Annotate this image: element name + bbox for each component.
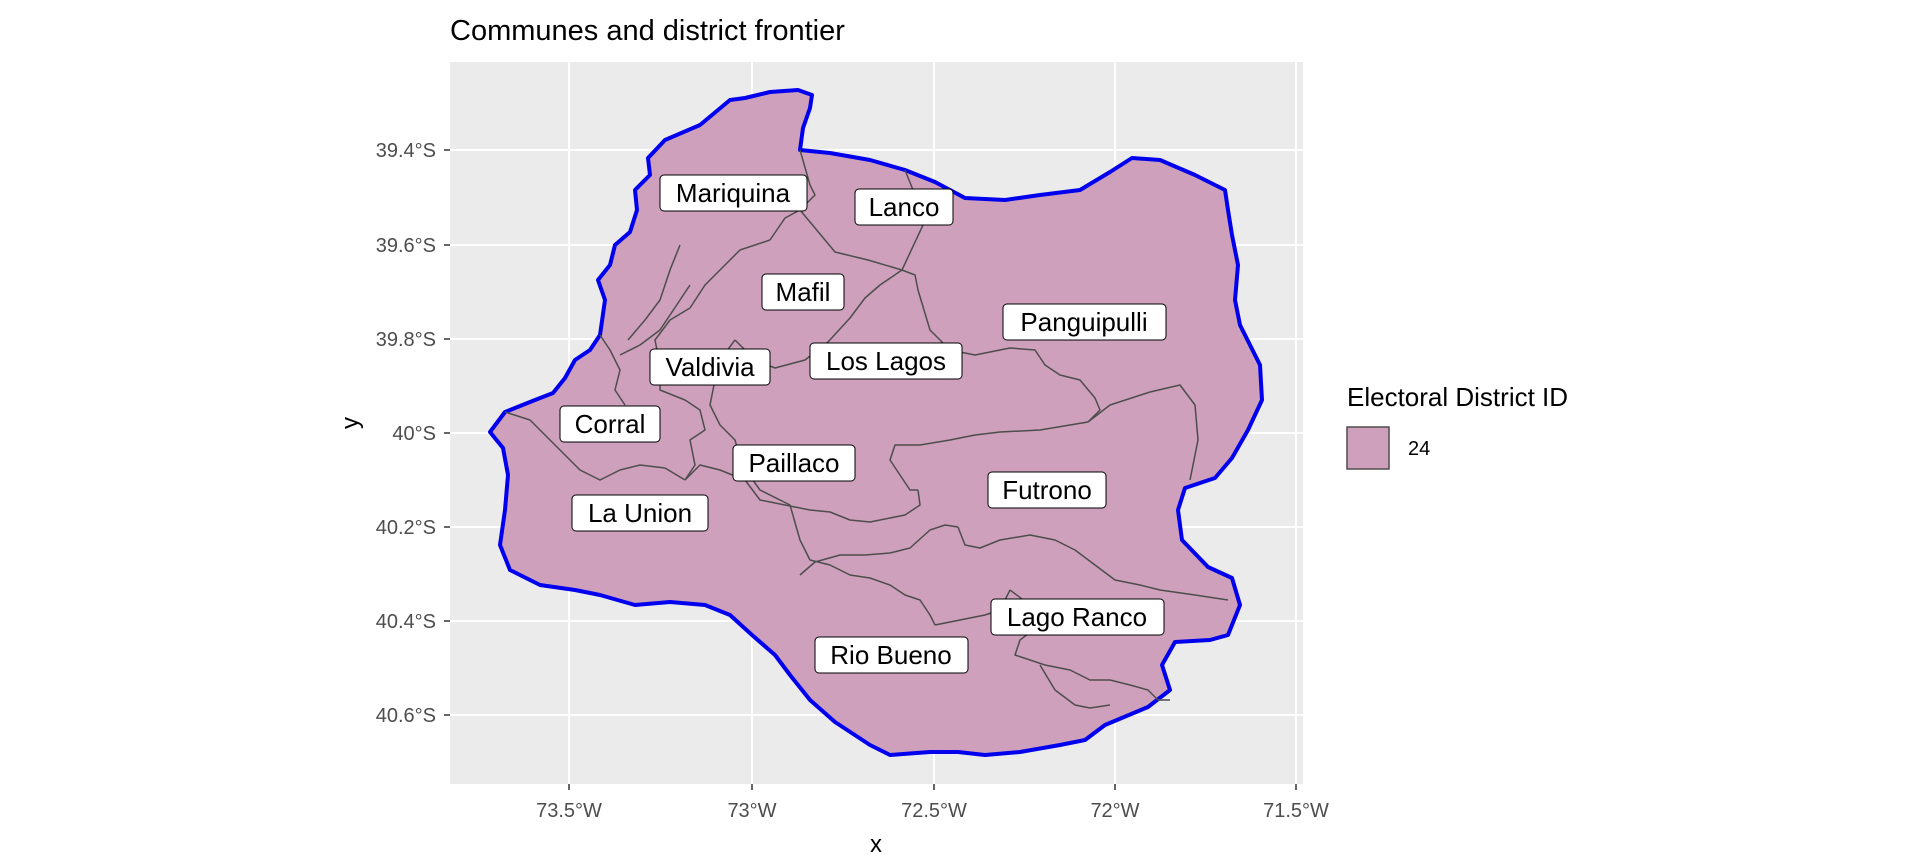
border-riobueno-north <box>799 524 959 576</box>
border-loslagos-futrono <box>889 421 1089 491</box>
label-text-panguipulli: Panguipulli <box>1020 307 1147 337</box>
y-tick-label: 40.2°S <box>376 517 436 539</box>
label-futrono: Futrono <box>987 471 1107 509</box>
border-corral <box>504 411 686 481</box>
legend-label-24: 24 <box>1408 438 1430 460</box>
label-text-mafil: Mafil <box>776 277 831 307</box>
x-tick-labels: 73.5°W 73°W 72.5°W 72°W 71.5°W <box>536 800 1329 822</box>
label-box-valdivia <box>649 348 771 386</box>
x-tick-label: 72°W <box>1090 800 1139 822</box>
border-riobueno-lake <box>1039 664 1111 709</box>
border-loslagos-panguipulli <box>901 269 1101 423</box>
label-box-mariquina <box>659 174 808 212</box>
label-text-mariquina: Mariquina <box>676 178 791 208</box>
border-futrono-lagoranco <box>957 526 1229 601</box>
border-valdivia-river1 <box>627 244 681 341</box>
y-tick-label: 39.4°S <box>376 140 436 162</box>
label-box-la-union <box>571 494 709 532</box>
label-text-rio-bueno: Rio Bueno <box>830 640 951 670</box>
border-launion-riobueno <box>741 464 936 626</box>
label-la-union: La Union <box>571 494 709 532</box>
label-box-lago-ranco <box>990 598 1165 636</box>
label-lanco: Lanco <box>854 188 954 226</box>
legend: Electoral District ID 24 <box>1346 382 1568 470</box>
border-lanco-south <box>799 209 903 271</box>
plot-title: Communes and district frontier <box>450 15 845 47</box>
plot-panel <box>450 62 1303 784</box>
label-mafil: Mafil <box>761 273 845 311</box>
label-panguipulli: Panguipulli <box>1002 303 1167 341</box>
y-tick-label: 40°S <box>392 423 436 445</box>
x-tick-label: 72.5°W <box>901 800 967 822</box>
border-loslagos-paillaco <box>709 339 921 523</box>
label-mariquina: Mariquina <box>659 174 808 212</box>
label-box-corral <box>559 405 661 443</box>
border-valdivia-river2 <box>619 284 691 356</box>
label-box-paillaco <box>732 444 856 482</box>
label-lago-ranco: Lago Ranco <box>990 598 1165 636</box>
y-axis-title: y <box>337 417 364 429</box>
label-text-la-union: La Union <box>588 498 692 528</box>
label-valdivia: Valdivia <box>649 348 771 386</box>
y-tick-label: 39.8°S <box>376 329 436 351</box>
label-corral: Corral <box>559 405 661 443</box>
border-valdivia-west <box>654 307 706 481</box>
label-text-corral: Corral <box>575 409 646 439</box>
y-tick-label: 39.6°S <box>376 235 436 257</box>
x-axis-title: x <box>870 831 882 858</box>
legend-title: Electoral District ID <box>1347 382 1568 412</box>
label-text-los-lagos: Los Lagos <box>826 346 946 376</box>
legend-key-24 <box>1346 426 1390 470</box>
border-mafil-north <box>689 239 771 309</box>
label-box-lanco <box>854 188 954 226</box>
label-los-lagos: Los Lagos <box>809 342 963 380</box>
y-tick-labels: 39.4°S 39.6°S 39.8°S 40°S 40.2°S 40.4°S … <box>376 140 436 727</box>
label-text-lanco: Lanco <box>869 192 940 222</box>
label-text-paillaco: Paillaco <box>748 448 839 478</box>
label-text-futrono: Futrono <box>1002 475 1092 505</box>
label-box-mafil <box>761 273 845 311</box>
label-box-rio-bueno <box>814 636 969 674</box>
border-panguipulli-futrono <box>1087 384 1199 481</box>
commune-borders <box>504 149 1229 709</box>
x-tick-label: 73°W <box>727 800 776 822</box>
x-tick-label: 71.5°W <box>1263 800 1329 822</box>
label-text-lago-ranco: Lago Ranco <box>1007 602 1147 632</box>
label-box-futrono <box>987 471 1107 509</box>
commune-labels: Mariquina Lanco Mafil Panguipulli Los La… <box>559 174 1167 674</box>
y-tick-label: 40.6°S <box>376 705 436 727</box>
y-tick-label: 40.4°S <box>376 611 436 633</box>
border-corral-east <box>599 334 626 406</box>
label-paillaco: Paillaco <box>732 444 856 482</box>
x-tick-label: 73.5°W <box>536 800 602 822</box>
district-region <box>488 88 1264 757</box>
label-box-los-lagos <box>809 342 963 380</box>
axis-ticks <box>444 149 1297 790</box>
label-rio-bueno: Rio Bueno <box>814 636 969 674</box>
label-text-valdivia: Valdivia <box>665 352 755 382</box>
label-box-panguipulli <box>1002 303 1167 341</box>
